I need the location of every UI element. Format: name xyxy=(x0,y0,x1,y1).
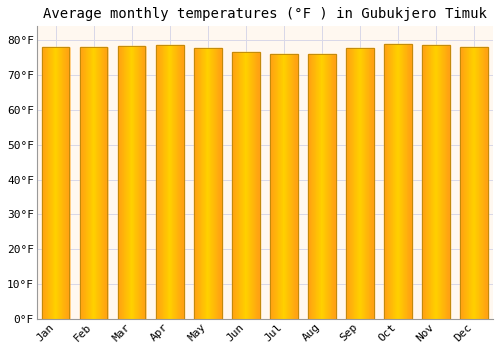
Bar xyxy=(80,47,108,319)
Title: Average monthly temperatures (°F ) in Gubukjero Timuk: Average monthly temperatures (°F ) in Gu… xyxy=(43,7,487,21)
Bar xyxy=(346,48,374,319)
Bar xyxy=(460,47,487,319)
Bar xyxy=(42,47,70,319)
Bar xyxy=(156,45,184,319)
Bar xyxy=(232,52,260,319)
Bar xyxy=(194,48,222,319)
Bar xyxy=(118,46,146,319)
Bar xyxy=(384,44,411,319)
Bar xyxy=(308,55,336,319)
Bar xyxy=(422,45,450,319)
Bar xyxy=(270,54,297,319)
